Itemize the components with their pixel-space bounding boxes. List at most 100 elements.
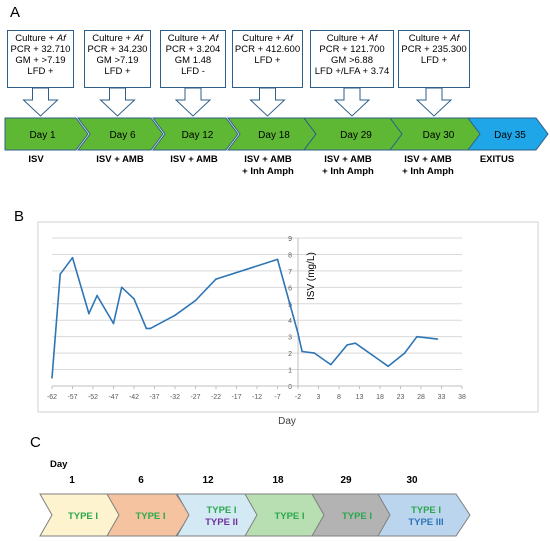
y-tick-label: 9 (288, 236, 292, 243)
treatment-label: ISV + AMB (75, 154, 165, 166)
culture-line: Culture + Af (233, 33, 302, 44)
day-number: 6 (138, 475, 144, 486)
type-label: TYPE I (342, 511, 372, 522)
day-label: Day 1 (29, 130, 56, 141)
treatment-line-2: + Inh Amph (402, 166, 454, 177)
x-tick-label: -62 (47, 394, 57, 401)
treatment-label: EXITUS (452, 154, 542, 166)
down-arrow (249, 87, 286, 117)
result-box: Culture + Af PCR + 32.710 GM + >7.19 LFD + (7, 30, 74, 88)
pcr-line: PCR + 34.230 (87, 44, 148, 55)
data-point (51, 376, 53, 379)
x-axis-label: Day (278, 416, 296, 427)
x-tick-label: -47 (108, 394, 118, 401)
isv-series-line (51, 256, 438, 378)
af-text: Af (133, 33, 143, 44)
day-header: Day (50, 459, 68, 470)
af-text: Af (56, 33, 66, 44)
x-tick-label: 8 (337, 394, 341, 401)
type-label: TYPE I (206, 505, 236, 516)
x-tick-label: -32 (170, 394, 180, 401)
data-point (71, 256, 74, 259)
panel-label-a: A (10, 4, 21, 21)
type-label: TYPE II (205, 517, 238, 528)
y-tick-label: 0 (288, 384, 292, 391)
type-label: TYPE I (68, 511, 98, 522)
down-arrow (99, 87, 136, 117)
type-label: TYPE I (411, 505, 441, 516)
lfd-line: LFD + (27, 66, 54, 77)
day-chevron (77, 117, 164, 151)
data-point (112, 322, 115, 325)
x-tick-label: -2 (295, 394, 301, 401)
data-point (354, 342, 357, 345)
data-point (436, 338, 439, 340)
x-tick-label: -22 (211, 394, 221, 401)
day-number: 1 (69, 475, 75, 486)
day-number: 12 (202, 475, 214, 486)
down-arrow (415, 87, 453, 117)
day-number: 18 (272, 475, 284, 486)
culture-line: Culture + Af (161, 33, 225, 44)
day-label: Day 6 (109, 130, 136, 141)
y-tick-label: 7 (288, 269, 292, 276)
treatment-label: ISV + AMB + Inh Amph (383, 154, 473, 178)
type-label: TYPE I (135, 511, 165, 522)
lfd-line: LFD - (181, 66, 205, 77)
panel-label-b: B (14, 208, 25, 225)
culture-line: Culture + Af (311, 33, 393, 44)
culture-text: Culture + (408, 33, 451, 44)
culture-text: Culture + (167, 33, 210, 44)
type-label: TYPE I (274, 511, 304, 522)
data-point (59, 273, 61, 275)
gm-line: LFD + (420, 55, 448, 66)
y-tick-label: 3 (288, 335, 292, 342)
data-point (387, 365, 390, 368)
x-tick-label: 18 (376, 394, 384, 401)
day-chevron (152, 117, 239, 151)
gm-line: GM >7.19 (96, 55, 139, 66)
data-point (215, 278, 217, 280)
treatment-line-1: ISV + AMB (96, 154, 144, 165)
result-box: Culture + Af PCR + 3.204 GM 1.48 LFD - (160, 30, 226, 88)
data-point (133, 298, 135, 300)
type-chevron (377, 493, 471, 537)
down-arrow (22, 87, 59, 117)
af-text: Af (450, 33, 460, 44)
treatment-label: ISV + AMB + Inh Amph (223, 154, 313, 178)
x-tick-label: 13 (356, 394, 364, 401)
af-text: Af (209, 33, 219, 44)
treatment-line-1: ISV + AMB (324, 154, 372, 165)
gm-line: GM >6.88 (331, 55, 373, 66)
day-chevron (467, 117, 549, 151)
y-tick-label: 2 (288, 351, 292, 358)
x-tick-label: 38 (458, 394, 466, 401)
day-number: 29 (340, 475, 352, 486)
x-tick-label: 3 (317, 394, 321, 401)
result-box: Culture + Af PCR + 412.600 LFD + (232, 30, 303, 88)
data-point (301, 350, 303, 353)
culture-text: Culture + (242, 33, 284, 44)
timeline-a: Day 1 Day 6 Day 12 Day 18 Day 29 Day 30 Day 35 (4, 87, 549, 151)
day-label: Day 29 (340, 130, 372, 141)
data-point (330, 363, 332, 366)
y-tick-label: 6 (288, 285, 292, 292)
culture-text: Culture + (15, 33, 57, 44)
day-label: Day 30 (423, 130, 455, 141)
data-point (96, 294, 98, 297)
pcr-line: PCR + 32.710 (10, 44, 71, 55)
x-tick-label: 28 (417, 394, 425, 401)
chart-frame (37, 221, 539, 413)
x-tick-label: -12 (252, 394, 262, 401)
data-point (194, 299, 197, 302)
day-label: Day 12 (182, 130, 214, 141)
gm-line: LFD + (254, 55, 281, 66)
data-point (174, 314, 176, 317)
data-point (88, 312, 90, 315)
data-point (276, 258, 279, 261)
data-point (145, 327, 148, 330)
x-tick-label: -17 (231, 394, 241, 401)
x-tick-label: -27 (190, 394, 200, 401)
treatment-label: ISV (0, 154, 81, 166)
